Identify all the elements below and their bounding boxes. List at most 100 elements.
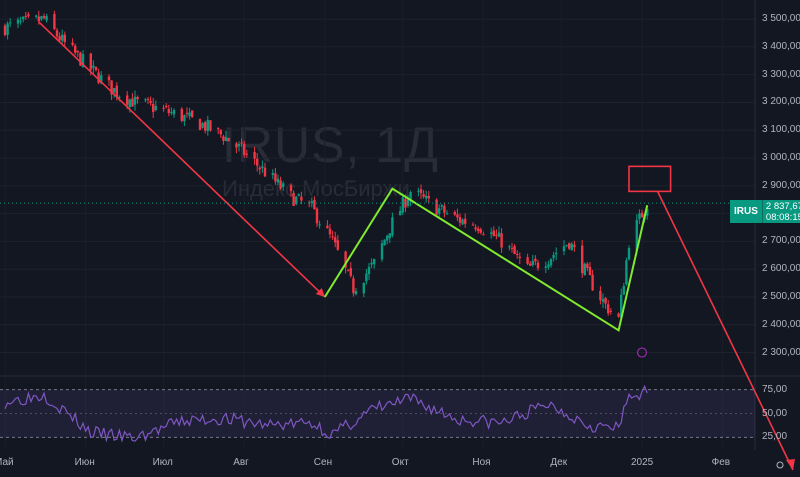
candle-body [477,228,480,231]
candle-body [586,263,589,269]
candle-body [627,248,631,260]
x-tick-label: Сен [313,457,333,468]
candle-body [42,16,46,19]
candle-body [295,196,298,204]
candle-body [425,195,428,199]
candle-body [328,228,332,235]
candle-body [115,85,118,97]
candle-body [362,282,365,294]
x-tick-label: Окт [391,457,409,468]
candle-body [391,217,394,236]
candle-body [617,313,620,317]
candle-body [313,199,316,210]
y-tick-label: 2 700,00 [762,235,800,247]
candle-body [183,114,186,122]
candle-body [118,96,121,98]
candle-body [625,260,628,285]
candle-body [638,213,641,220]
candle-body [185,112,189,114]
target-zone-rectangle [628,165,672,193]
candle-body [300,196,303,201]
candle-body [562,246,566,252]
candle-body [365,273,368,282]
candle-body [399,210,402,216]
candle-body [165,106,168,108]
candle-body [172,110,176,115]
candle-body [146,99,150,101]
candle-body [401,197,404,213]
candle-body [440,205,443,207]
candle-body [599,290,602,301]
x-tick-label: Май [0,457,14,468]
candle-body [162,107,165,109]
candle-body [640,212,644,218]
candle-body [76,50,79,53]
event-marker-icon [636,347,648,358]
candle-body [6,23,9,35]
candle-body [417,190,420,192]
watermark-interval-text: 1Д [375,117,439,173]
candle-body [583,263,586,276]
candle-body [516,253,519,255]
candle-body [113,88,116,93]
candle-body [274,173,277,182]
candle-body [94,66,98,71]
candle-body [107,76,111,81]
candle-body [297,194,300,196]
candle-body [79,52,82,66]
candle-body [209,120,212,131]
candle-body [573,244,576,248]
candle-body [370,262,373,265]
candle-body [497,232,501,237]
x-tick-label: Дек [550,457,568,468]
candle-body [581,245,584,274]
y-tick-label: 3 200,00 [762,96,800,108]
candle-body [508,246,511,248]
candle-body [609,310,612,312]
candle-body [354,290,358,295]
candle-body [92,65,95,68]
candle-body [276,178,280,183]
candle-body [170,112,173,114]
candle-body [646,208,649,216]
candle-body [461,219,464,225]
candle-body [635,219,638,251]
candle-body [383,239,386,246]
candle-body [490,232,493,234]
candle-body [227,137,230,142]
x-tick-label: Авг [233,457,249,468]
candle-body [464,218,467,224]
candle-body [388,233,391,238]
candle-body [245,153,248,155]
candle-body [237,144,241,147]
candle-body [9,22,12,24]
candle-body [601,299,605,302]
y-tick-label: 2 500,00 [762,290,800,302]
candle-body [456,214,459,218]
x-tick-label: 2025 [631,457,654,468]
candle-body [100,75,103,83]
candle-body [292,193,295,206]
candle-body [443,205,446,213]
candle-body [45,15,48,21]
candle-body [128,99,131,108]
candle-body [315,208,319,224]
candle-body [513,246,516,255]
candle-body [198,119,202,131]
candle-body [97,72,100,83]
rsi-y-tick-label: 50,00 [762,407,788,419]
candle-body [310,201,313,203]
candle-body [427,195,430,199]
green-zigzag-line [323,187,649,332]
candle-body [149,100,152,104]
x-tick-label: Ноя [472,457,491,468]
candle-body [326,225,329,229]
candle-body [526,257,529,264]
candle-body [131,98,134,107]
candle-body [604,298,607,304]
candle-body [549,258,553,266]
candle-body [336,240,339,250]
candle-body [22,16,25,20]
